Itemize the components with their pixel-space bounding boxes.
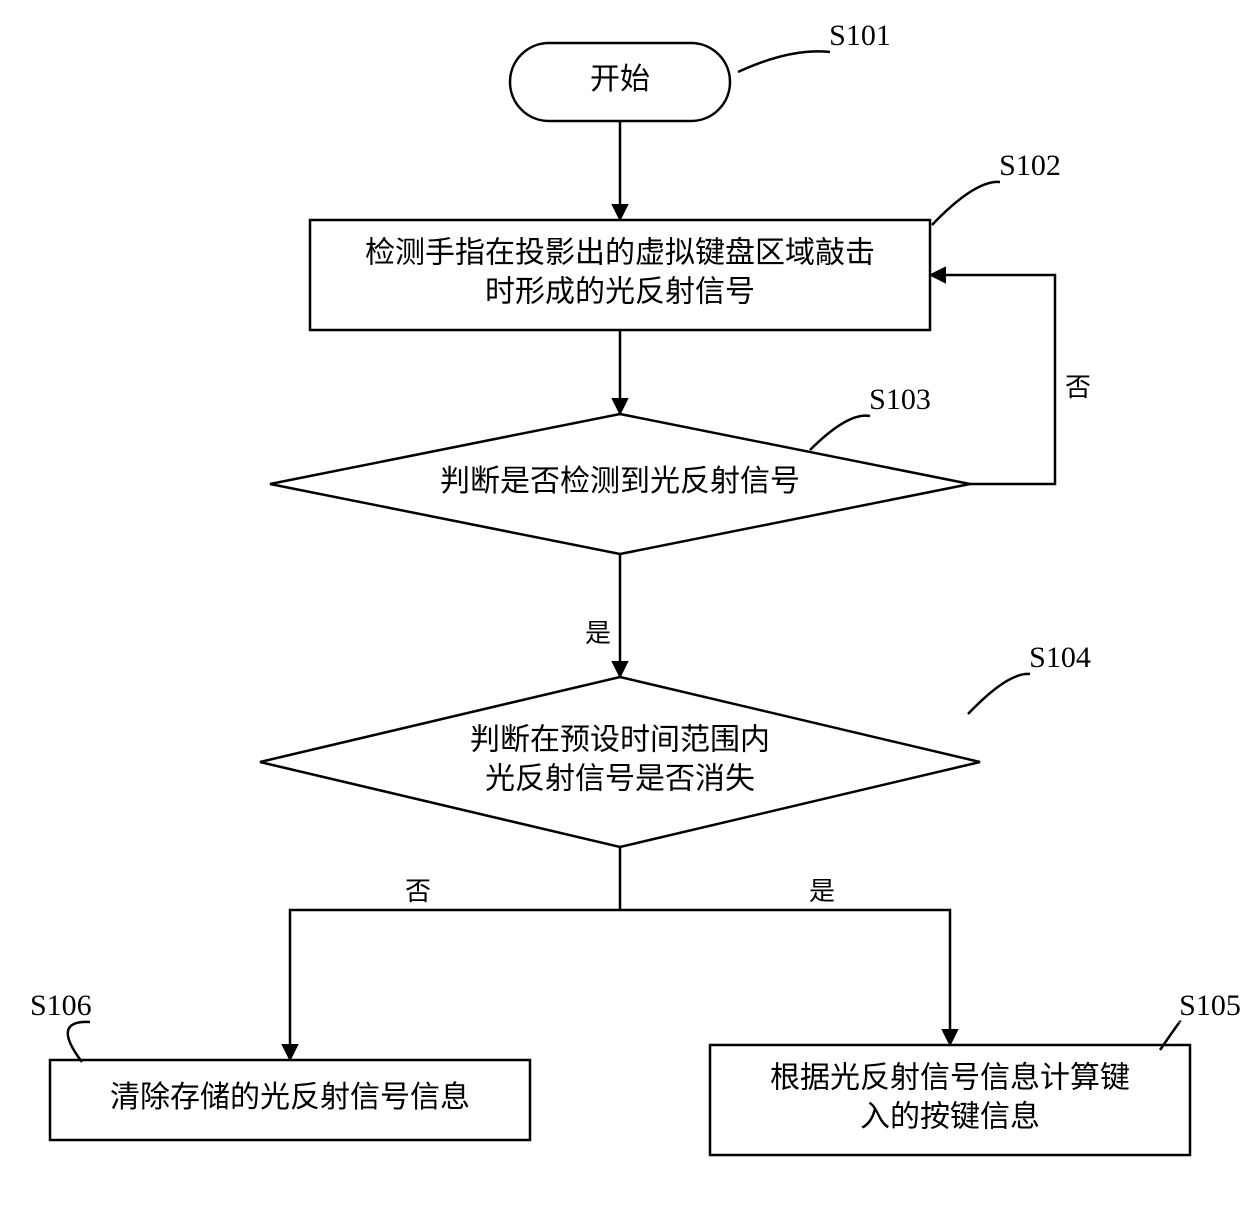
step-label: S102 — [999, 149, 1061, 182]
step-label: S104 — [1029, 641, 1091, 674]
label-L104: S104 — [968, 641, 1091, 714]
step-label: S103 — [869, 383, 931, 416]
label-L103: S103 — [810, 383, 931, 450]
label-L105: S105 — [1160, 989, 1240, 1050]
step-label: S106 — [30, 989, 92, 1022]
edge-s104-no: 否 — [290, 877, 620, 1060]
step-label: S101 — [829, 19, 891, 52]
label-L102: S102 — [932, 149, 1061, 225]
edge-label: 否 — [1065, 373, 1091, 402]
node-s103-text: 判断是否检测到光反射信号 — [440, 465, 800, 498]
node-s104: 判断在预设时间范围内光反射信号是否消失 — [260, 677, 980, 847]
node-s106-text: 清除存储的光反射信号信息 — [110, 1081, 470, 1114]
node-s105: 根据光反射信号信息计算键入的按键信息 — [710, 1045, 1190, 1155]
step-label: S105 — [1179, 989, 1240, 1022]
node-start-text: 开始 — [590, 63, 650, 96]
label-L106: S106 — [30, 989, 92, 1062]
edge-s103: 是 — [585, 554, 620, 677]
edge-label: 否 — [405, 877, 431, 906]
node-s102: 检测手指在投影出的虚拟键盘区域敲击时形成的光反射信号 — [310, 220, 930, 330]
node-s103: 判断是否检测到光反射信号 — [270, 414, 970, 554]
edge-label: 是 — [585, 619, 611, 648]
node-s106: 清除存储的光反射信号信息 — [50, 1060, 530, 1140]
edge-s103-no: 否 — [930, 275, 1091, 484]
label-L101: S101 — [738, 19, 891, 72]
edge-s104-yes: 是 — [620, 877, 950, 1045]
edge-label: 是 — [809, 877, 835, 906]
node-start: 开始 — [510, 43, 730, 121]
